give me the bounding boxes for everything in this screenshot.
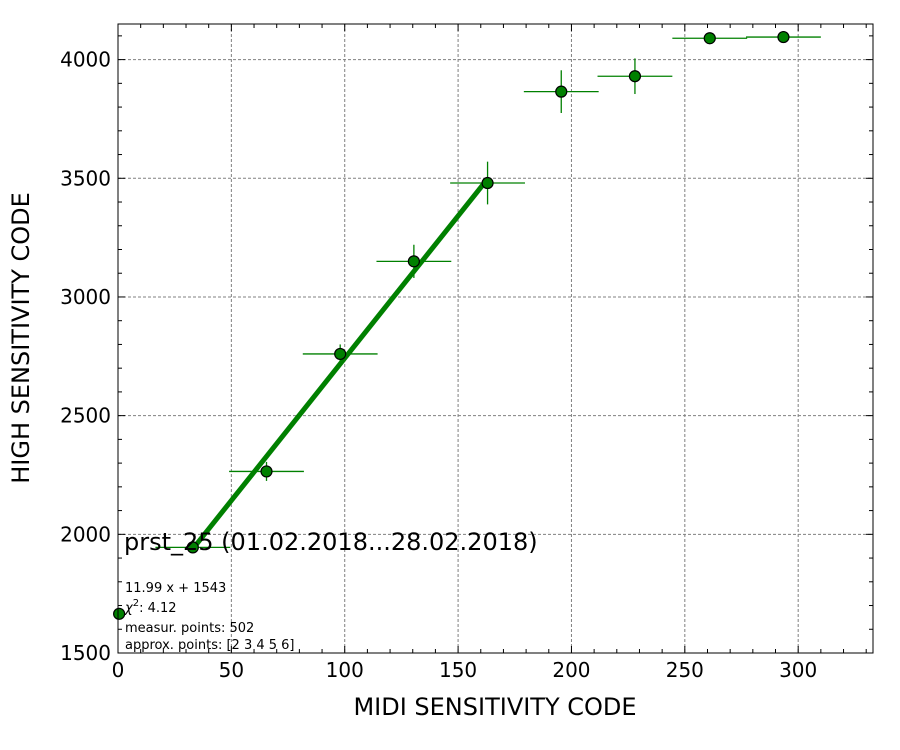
plot-frame [117, 23, 874, 654]
data-point [555, 85, 568, 98]
chi2-value: : 4.12 [139, 601, 176, 616]
annotation-chi2: χ2: 4.12 [124, 598, 177, 616]
fit-line [190, 177, 490, 551]
data-point [186, 541, 199, 554]
tick-labels: 0 50 100 150 200 250 300 1500 2000 2500 3000 3500 40… [60, 48, 817, 682]
x-tick-label: 300 [779, 658, 817, 682]
y-tick-label: 2000 [60, 522, 111, 546]
x-tick-label: 100 [326, 658, 364, 682]
annotation-approx-points: approx. points: [2 3 4 5 6] [125, 638, 295, 653]
x-tick-label: 200 [552, 658, 590, 682]
annotation-label: prst_25 (01.02.2018...28.02.2018) [124, 528, 538, 556]
data-point [260, 465, 273, 478]
y-tick-label: 2500 [60, 404, 111, 428]
data-point [481, 176, 494, 190]
annotation-equation: 11.99 x + 1543 [125, 581, 226, 596]
y-tick-label: 4000 [60, 48, 111, 72]
data-point [334, 347, 347, 361]
x-tick-label: 250 [666, 658, 704, 682]
data-point [628, 70, 642, 83]
annotation-measured-points: measur. points: 502 [125, 621, 254, 636]
x-tick-label: 50 [219, 658, 244, 682]
y-axis-title: HIGH SENSITIVITY CODE [7, 192, 35, 484]
x-tick-label: 0 [112, 658, 125, 682]
data-point [703, 32, 716, 45]
data-point [407, 255, 420, 268]
y-tick-label: 1500 [60, 641, 111, 665]
y-tick-label: 3500 [60, 166, 111, 190]
x-axis-title: MIDI SENSITIVITY CODE [353, 693, 636, 721]
data-point [777, 30, 790, 44]
data-point [113, 607, 126, 620]
minor-ticks [118, 24, 873, 653]
data-points [113, 30, 790, 620]
grid-lines [118, 24, 873, 653]
chi-symbol: χ [124, 601, 134, 616]
fit-line-group [190, 177, 490, 551]
y-tick-label: 3000 [60, 285, 111, 309]
chi-superscript: 2 [133, 598, 139, 609]
x-tick-label: 150 [439, 658, 477, 682]
